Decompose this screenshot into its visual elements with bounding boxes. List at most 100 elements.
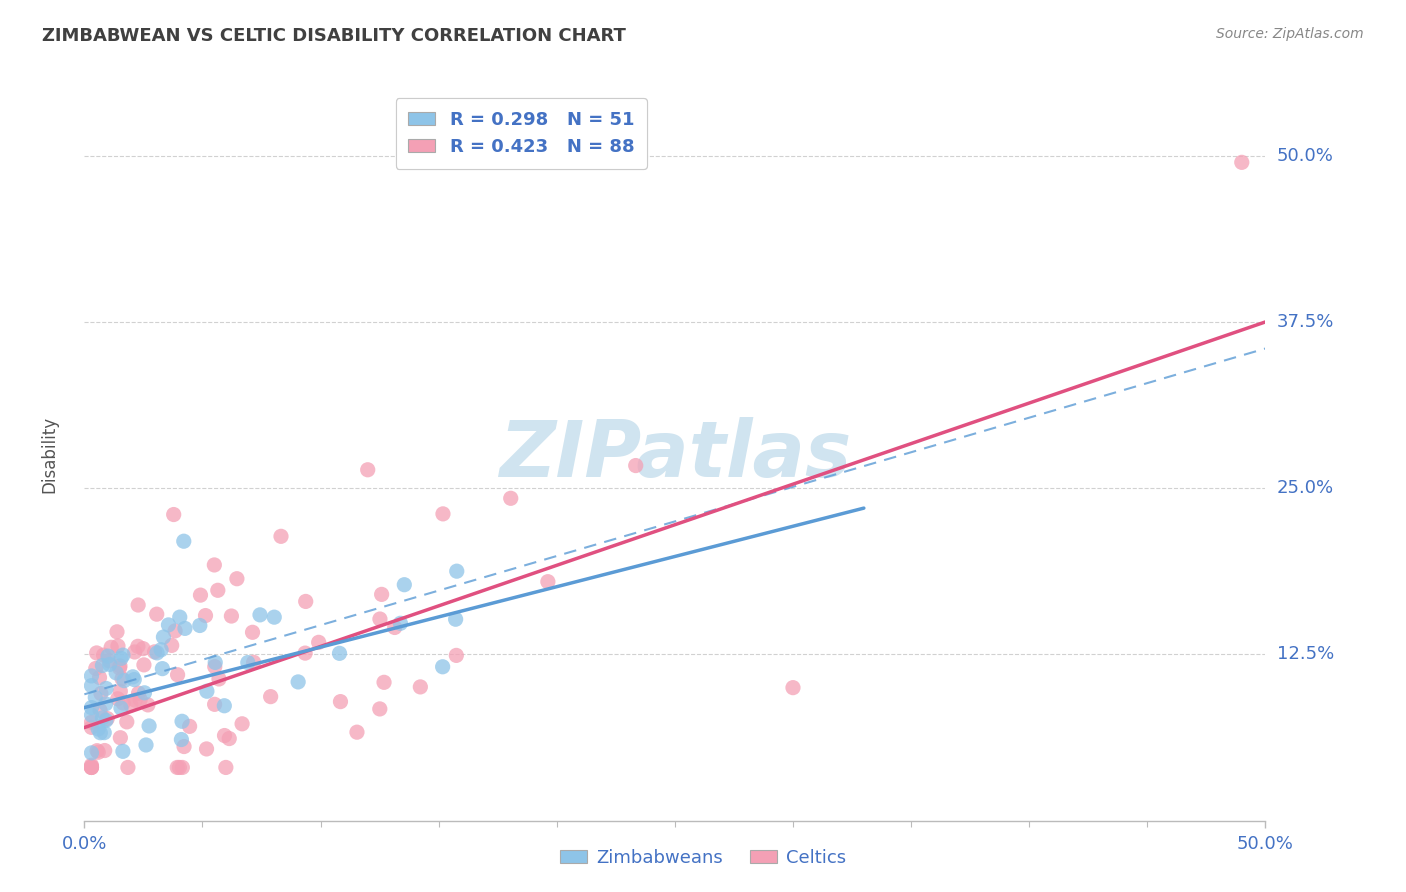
Point — [173, 534, 195, 549]
Text: ZIMBABWEAN VS CELTIC DISABILITY CORRELATION CHART: ZIMBABWEAN VS CELTIC DISABILITY CORRELAT… — [42, 27, 626, 45]
Text: 25.0%: 25.0% — [1277, 479, 1334, 497]
Point — [214, 698, 236, 713]
Point — [373, 675, 395, 690]
Text: ZIPatlas: ZIPatlas — [499, 417, 851, 493]
Point — [146, 646, 169, 660]
Point — [110, 684, 132, 698]
Point — [179, 719, 201, 733]
Point — [157, 618, 180, 632]
Point — [394, 578, 416, 592]
Text: 12.5%: 12.5% — [1277, 646, 1334, 664]
Point — [218, 731, 240, 746]
Point — [202, 558, 225, 572]
Point — [94, 714, 117, 728]
Point — [346, 725, 368, 739]
Point — [537, 574, 560, 589]
Point — [98, 654, 121, 668]
Point — [105, 624, 128, 639]
Point — [207, 583, 229, 598]
Point — [165, 624, 187, 638]
Point — [150, 642, 173, 657]
Point — [132, 641, 155, 656]
Point — [389, 616, 412, 631]
Point — [93, 725, 115, 739]
Point — [231, 716, 253, 731]
Point — [111, 744, 134, 758]
Y-axis label: Disability: Disability — [41, 417, 59, 493]
Point — [782, 681, 804, 695]
Point — [174, 621, 197, 635]
Point — [124, 693, 146, 707]
Point — [80, 760, 103, 774]
Point — [136, 698, 159, 712]
Point — [94, 681, 117, 696]
Point — [368, 612, 391, 626]
Point — [242, 656, 264, 670]
Point — [80, 720, 103, 734]
Point — [143, 645, 166, 659]
Point — [173, 739, 195, 754]
Point — [263, 610, 285, 624]
Point — [204, 656, 226, 670]
Point — [89, 671, 111, 685]
Point — [236, 656, 259, 670]
Point — [214, 729, 236, 743]
Point — [329, 695, 352, 709]
Point — [370, 587, 392, 601]
Point — [132, 657, 155, 672]
Point — [204, 659, 226, 673]
Point — [221, 609, 243, 624]
Point — [138, 719, 160, 733]
Point — [166, 760, 188, 774]
Point — [87, 722, 110, 736]
Point — [446, 648, 468, 663]
Point — [90, 687, 112, 701]
Point — [308, 635, 330, 649]
Point — [100, 640, 122, 655]
Text: 50.0%: 50.0% — [1277, 146, 1333, 165]
Point — [110, 731, 132, 745]
Point — [80, 758, 103, 772]
Point — [170, 714, 193, 729]
Point — [98, 657, 121, 672]
Point — [107, 691, 129, 706]
Point — [121, 670, 143, 684]
Point — [110, 651, 132, 665]
Point — [409, 680, 432, 694]
Point — [208, 672, 231, 686]
Point — [127, 640, 149, 654]
Point — [160, 639, 183, 653]
Point — [105, 665, 128, 680]
Point — [91, 658, 114, 673]
Point — [94, 697, 117, 711]
Point — [166, 667, 188, 681]
Point — [432, 660, 454, 674]
Point — [120, 698, 142, 712]
Point — [1230, 155, 1253, 169]
Legend: Zimbabweans, Celtics: Zimbabweans, Celtics — [553, 842, 853, 874]
Point — [110, 701, 132, 715]
Point — [108, 661, 131, 675]
Point — [86, 744, 108, 758]
Point — [80, 715, 103, 730]
Point — [87, 745, 110, 759]
Point — [145, 607, 167, 622]
Point — [242, 625, 264, 640]
Point — [80, 669, 103, 683]
Point — [93, 648, 115, 662]
Point — [432, 507, 454, 521]
Point — [499, 491, 522, 506]
Point — [194, 608, 217, 623]
Point — [169, 610, 191, 624]
Point — [368, 702, 391, 716]
Point — [169, 760, 191, 774]
Point — [195, 742, 218, 756]
Point — [357, 463, 380, 477]
Point — [134, 686, 156, 700]
Point — [112, 673, 135, 688]
Point — [287, 674, 309, 689]
Point — [93, 743, 115, 757]
Point — [96, 712, 118, 726]
Point — [84, 690, 107, 705]
Point — [80, 760, 103, 774]
